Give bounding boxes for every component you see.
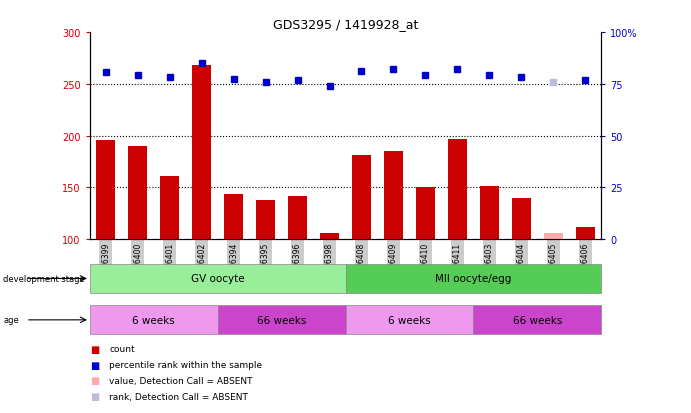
Bar xyxy=(448,140,467,240)
Text: 66 weeks: 66 weeks xyxy=(513,315,562,325)
Text: ■: ■ xyxy=(90,344,99,354)
Text: ■: ■ xyxy=(90,391,99,401)
Text: age: age xyxy=(3,316,19,325)
Bar xyxy=(384,152,403,240)
Text: percentile rank within the sample: percentile rank within the sample xyxy=(109,360,263,369)
Text: 66 weeks: 66 weeks xyxy=(257,315,306,325)
Bar xyxy=(224,194,243,240)
Bar xyxy=(416,188,435,240)
Bar xyxy=(346,306,473,335)
Bar xyxy=(346,264,601,293)
Bar xyxy=(576,227,595,240)
Bar xyxy=(511,198,531,240)
Bar xyxy=(96,140,115,240)
Bar xyxy=(320,233,339,240)
Bar xyxy=(352,156,371,240)
Bar xyxy=(218,306,346,335)
Bar xyxy=(128,147,147,240)
Text: count: count xyxy=(109,344,135,354)
Bar xyxy=(473,306,601,335)
Title: GDS3295 / 1419928_at: GDS3295 / 1419928_at xyxy=(273,17,418,31)
Text: development stage: development stage xyxy=(3,274,85,283)
Bar xyxy=(288,196,307,240)
Text: 6 weeks: 6 weeks xyxy=(133,315,175,325)
Text: 6 weeks: 6 weeks xyxy=(388,315,430,325)
Text: MII oocyte/egg: MII oocyte/egg xyxy=(435,274,511,284)
Text: ■: ■ xyxy=(90,375,99,385)
Bar xyxy=(160,177,179,240)
Bar xyxy=(256,200,275,240)
Bar xyxy=(90,306,218,335)
Text: ■: ■ xyxy=(90,360,99,370)
Bar xyxy=(90,264,346,293)
Text: value, Detection Call = ABSENT: value, Detection Call = ABSENT xyxy=(109,376,253,385)
Bar xyxy=(192,66,211,240)
Text: GV oocyte: GV oocyte xyxy=(191,274,245,284)
Bar xyxy=(544,233,562,240)
Text: rank, Detection Call = ABSENT: rank, Detection Call = ABSENT xyxy=(109,392,248,401)
Bar xyxy=(480,187,499,240)
